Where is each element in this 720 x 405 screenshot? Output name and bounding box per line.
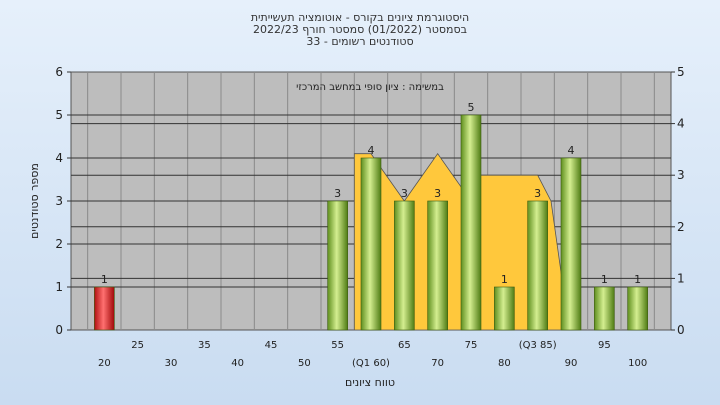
value-label-85: 3	[534, 187, 541, 200]
y2-tick-label: 3	[677, 168, 685, 182]
y-axis-title: מספר סטודנטים	[28, 163, 41, 239]
value-label-90: 4	[568, 144, 575, 157]
x-axis-title: טווח ציונים	[345, 376, 395, 389]
x-tick-label: 65	[398, 340, 411, 351]
chart-title-line-3: סטודנטים רשומים - 33	[306, 35, 414, 48]
x-tick-label: 30	[165, 358, 178, 369]
value-label-75: 5	[468, 101, 475, 114]
value-label-100: 1	[634, 273, 641, 286]
chart-title-line-1: היסטוגרמת ציונים בקורס - אוטומציה תעשיית…	[250, 11, 470, 24]
y-tick-label: 4	[55, 151, 63, 165]
y2-tick-label: 0	[677, 323, 685, 337]
value-label-55: 3	[334, 187, 341, 200]
value-label-80: 1	[501, 273, 508, 286]
y2-tick-label: 5	[677, 65, 685, 79]
x-tick-label: 75	[465, 340, 478, 351]
x-tick-label: (Q1 60)	[352, 358, 390, 369]
y2-tick-label: 2	[677, 220, 685, 234]
bar-20	[94, 286, 115, 331]
x-tick-label: 50	[298, 358, 311, 369]
bar-100	[627, 286, 648, 331]
value-label-95: 1	[601, 273, 608, 286]
value-label-70: 3	[434, 187, 441, 200]
bar-80	[494, 286, 515, 331]
chart-annotation: במשימה : ציון סופי במחשב המרכזי	[296, 82, 444, 93]
value-label-20: 1	[101, 273, 108, 286]
bar-60	[360, 157, 382, 331]
y-tick-label: 6	[55, 65, 63, 79]
x-tick-label: 80	[498, 358, 511, 369]
value-label-60: 4	[368, 144, 375, 157]
bar-70	[427, 200, 448, 331]
y-tick-label: 3	[55, 194, 63, 208]
bar-85	[527, 200, 548, 331]
bar-95	[594, 286, 615, 331]
y2-tick-label: 1	[677, 271, 685, 285]
x-tick-label: 55	[331, 340, 344, 351]
bar-55	[327, 200, 348, 331]
x-tick-label: 45	[265, 340, 278, 351]
x-tick-label: 25	[131, 340, 144, 351]
y-tick-label: 2	[55, 237, 63, 251]
y-tick-label: 1	[55, 280, 63, 294]
x-tick-label: 35	[198, 340, 211, 351]
value-label-65: 3	[401, 187, 408, 200]
y2-tick-label: 4	[677, 117, 685, 131]
x-tick-label: 90	[565, 358, 578, 369]
x-tick-label: 95	[598, 340, 611, 351]
bar-75	[460, 114, 482, 331]
y-tick-label: 5	[55, 108, 63, 122]
y-tick-label: 0	[55, 323, 63, 337]
x-tick-label: 70	[431, 358, 444, 369]
bar-90	[560, 157, 582, 331]
chart-title-line-2: בסמסטר (01/2022) סמסטר חורף 2022/23	[253, 23, 467, 36]
x-tick-label: 20	[98, 358, 111, 369]
bar-65	[394, 200, 415, 331]
x-tick-label: 100	[628, 358, 647, 369]
x-tick-label: 40	[231, 358, 244, 369]
x-tick-label: (Q3 85)	[519, 340, 557, 351]
